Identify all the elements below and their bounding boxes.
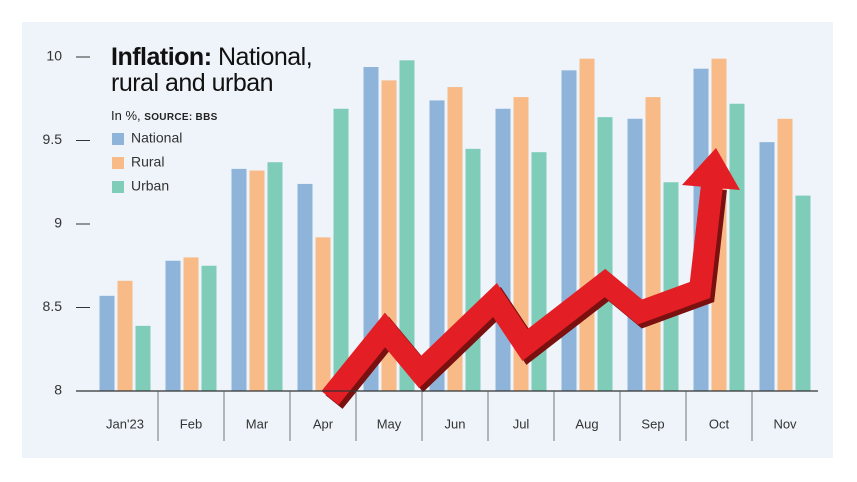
legend-label: Rural [131,154,164,170]
x-tick-label: Apr [313,416,334,431]
y-tick-label: 8 [54,382,62,398]
bar [561,70,577,392]
bar [117,280,133,391]
bar [267,162,283,391]
bar [645,97,661,391]
x-tick-label: May [377,416,402,431]
legend-label: National [131,130,182,146]
legend-swatch [112,157,124,169]
legend-label: Urban [131,178,169,194]
y-tick-label: 8.5 [43,298,63,314]
legend-swatch [112,181,124,193]
bar [627,118,643,391]
x-tick-label: Jan'23 [106,416,144,431]
bar [183,257,199,391]
bar [231,168,247,391]
bar [465,148,481,391]
source: SOURCE: BBS [144,112,218,123]
x-tick-label: Feb [180,416,202,431]
bar [597,117,613,392]
title-lead: Inflation: [111,43,212,71]
bar [363,67,379,392]
axis: 8 8.5 9 9.5 10 Jan'23 Feb Mar Apr May Jun Jul Aug Sep… [43,48,818,441]
y-tick-label: 10 [46,48,62,64]
bar [315,237,331,391]
bar [663,182,679,391]
legend-swatch [112,133,124,145]
arrow-head [682,148,740,190]
bar [759,142,775,391]
y-tick-label: 9 [54,215,62,231]
bar [201,265,217,391]
bar [579,58,595,392]
arrow [321,148,740,409]
bar [495,108,511,392]
bar [297,183,313,391]
bar [777,118,793,391]
x-tick-label: Jul [513,416,530,431]
bar [99,295,115,391]
bar [249,170,265,391]
bar [165,260,181,391]
bar [333,108,349,392]
x-tick-label: Sep [641,416,664,431]
bar [135,325,151,391]
bar [795,195,811,391]
x-tick-label: Nov [773,416,797,431]
bar [399,60,415,392]
x-tick-label: Mar [246,416,269,431]
unit: In %, [111,108,141,123]
unit-line: In %, SOURCE: BBS [111,108,218,123]
x-tick-label: Jun [445,416,466,431]
title-text: National, rural and urban [111,43,313,97]
bar [729,103,745,391]
bar [447,87,463,391]
arrow-body [321,183,723,405]
y-tick-label: 9.5 [43,131,63,147]
x-tick-label: Oct [709,416,730,431]
chart-title: Inflation: National, rural and urban [111,44,321,96]
bar [429,100,445,392]
x-tick-label: Aug [575,416,598,431]
